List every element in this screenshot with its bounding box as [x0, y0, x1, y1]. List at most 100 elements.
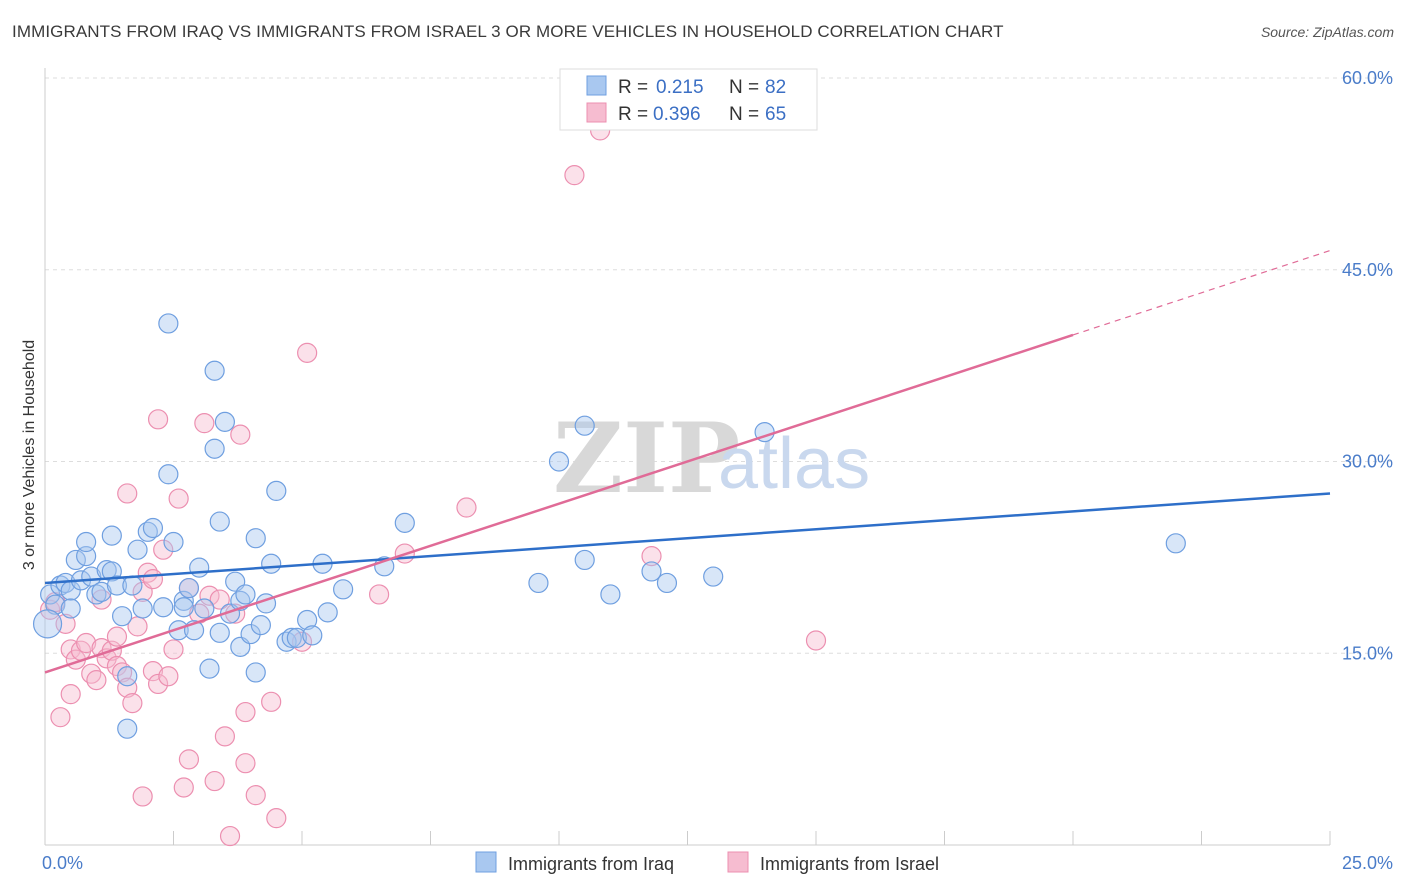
iraq-point-57	[297, 609, 318, 631]
israel-point-23	[132, 786, 153, 807]
iraq-point-24	[142, 517, 164, 539]
iraq-point-63	[394, 512, 415, 533]
israel-point-27	[147, 673, 169, 695]
israel-point-40	[209, 589, 230, 610]
iraq-point-8	[76, 545, 97, 567]
iraq-point-12	[91, 581, 112, 602]
israel-point-8	[76, 632, 97, 654]
legend-r-label-israel: R =	[618, 104, 648, 125]
israel-trend-line-extension	[1072, 250, 1331, 336]
israel-point-19	[117, 483, 138, 504]
iraq-point-41	[214, 411, 235, 432]
israel-point-32	[168, 488, 189, 509]
iraq-point-31	[173, 597, 194, 618]
iraq-point-11	[86, 584, 107, 605]
iraq-point-71	[703, 566, 724, 587]
israel-point-30	[158, 666, 179, 687]
watermark-atlas: atlas	[718, 424, 870, 504]
iraq-point-32	[178, 577, 200, 599]
israel-point-49	[266, 808, 287, 829]
iraq-point-30	[173, 590, 194, 611]
x-tick-label-1: 25.0%	[1342, 853, 1393, 873]
iraq-point-9	[76, 531, 97, 553]
israel-point-25	[142, 569, 164, 590]
israel-point-28	[147, 409, 169, 430]
iraq-point-70	[656, 572, 678, 594]
israel-point-39	[204, 770, 225, 792]
iraq-point-73	[1165, 533, 1186, 554]
iraq-point-29	[168, 620, 189, 641]
israel-point-18	[117, 677, 138, 698]
iraq-point-26	[158, 464, 179, 485]
israel-point-10	[86, 669, 107, 691]
y-tick-label-3: 60.0%	[1342, 68, 1393, 88]
iraq-point-38	[204, 360, 225, 381]
iraq-point-48	[245, 662, 266, 683]
legend-n-value-iraq: 82	[765, 77, 786, 98]
israel-point-4	[60, 639, 81, 660]
y-axis-label: 3 or more Vehicles in Household	[21, 340, 38, 570]
iraq-point-64	[528, 572, 549, 594]
iraq-point-34	[189, 557, 210, 578]
iraq-point-16	[106, 575, 128, 596]
grid-lines	[45, 77, 1392, 654]
iraq-point-5	[60, 598, 81, 619]
iraq-point-40	[209, 511, 230, 532]
israel-point-42	[219, 825, 241, 847]
series-israel-points	[40, 120, 827, 847]
israel-point-41	[214, 726, 235, 747]
bottom-legend-swatch-iraq	[475, 851, 497, 873]
series-iraq-points	[32, 313, 1186, 739]
israel-point-38	[199, 585, 220, 606]
legend-n-value-israel: 65	[765, 104, 786, 125]
iraq-point-6	[65, 549, 86, 571]
legend-swatch-iraq	[586, 75, 607, 96]
iraq-point-55	[281, 627, 302, 649]
israel-point-46	[235, 753, 256, 774]
iraq-point-39	[209, 622, 230, 643]
legend: R = 0.215 N = 82 R = 0.396 N = 65	[559, 68, 818, 131]
iraq-point-edge	[32, 609, 63, 639]
iraq-point-60	[317, 602, 338, 623]
bottom-legend-label-iraq: Immigrants from Iraq	[508, 854, 674, 874]
watermark: ZIP atlas	[553, 402, 870, 515]
israel-point-48	[261, 691, 282, 712]
iraq-point-65	[548, 451, 570, 472]
iraq-point-69	[641, 561, 662, 582]
iraq-point-20	[122, 575, 143, 596]
chart-title: IMMIGRANTS FROM IRAQ VS IMMIGRANTS FROM …	[12, 22, 1004, 41]
iraq-point-19	[117, 718, 138, 739]
legend-n-label-iraq: N =	[729, 77, 759, 98]
israel-point-37	[194, 413, 215, 434]
israel-point-5	[60, 684, 81, 705]
israel-point-20	[122, 693, 143, 714]
israel-point-15	[106, 626, 128, 647]
iraq-point-58	[302, 625, 323, 646]
y-tick-label-2: 45.0%	[1342, 260, 1393, 280]
iraq-point-50	[250, 615, 271, 636]
iraq-point-56	[286, 627, 307, 649]
iraq-point-15	[101, 525, 122, 546]
iraq-point-46	[235, 584, 256, 605]
iraq-point-36	[199, 658, 220, 679]
iraq-point-35	[194, 598, 215, 619]
israel-point-31	[163, 639, 184, 660]
iraq-point-67	[574, 415, 595, 436]
israel-point-51	[297, 342, 318, 363]
x-tick-labels: 0.0% 25.0%	[42, 853, 1393, 873]
israel-trend-line	[44, 333, 1074, 674]
iraq-point-49	[245, 528, 266, 549]
iraq-point-25	[153, 597, 174, 618]
israel-point-54	[456, 497, 477, 518]
israel-point-35	[178, 749, 200, 770]
x-tick-label-0: 0.0%	[42, 853, 83, 873]
israel-point-29	[153, 539, 174, 560]
trend-lines	[44, 250, 1331, 674]
israel-point-58	[805, 630, 827, 651]
iraq-point-27	[158, 313, 179, 334]
iraq-point-52	[261, 553, 282, 574]
y-tick-label-0: 15.0%	[1342, 643, 1393, 663]
axes	[44, 68, 1331, 846]
y-tick-label-1: 30.0%	[1342, 452, 1393, 472]
iraq-point-22	[132, 598, 153, 619]
